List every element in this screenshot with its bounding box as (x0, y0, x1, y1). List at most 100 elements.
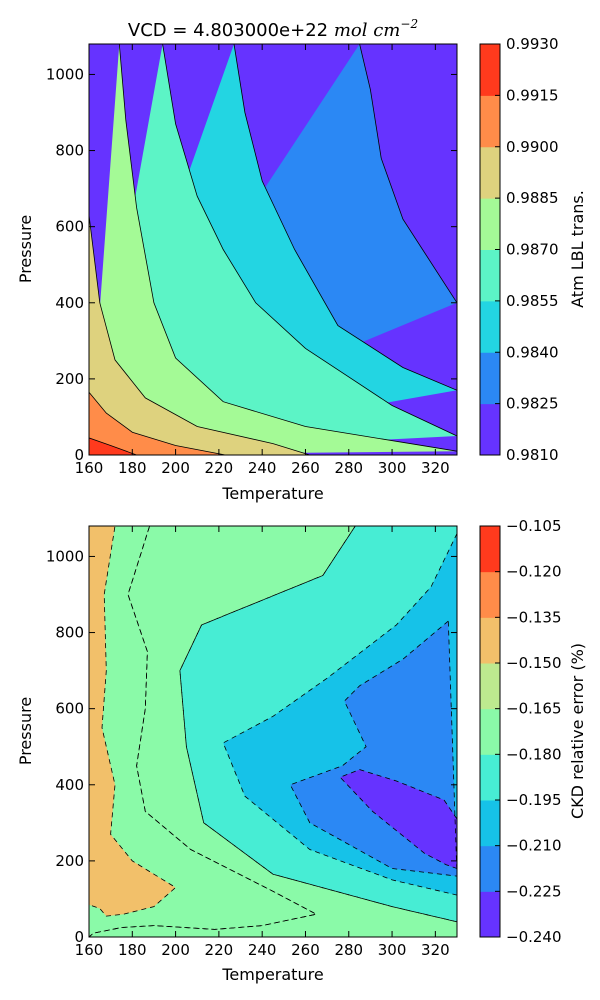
contour-line (222, 533, 457, 896)
bottom-colorbar: −0.240 −0.225 −0.210 −0.195 −0.180 −0.165 −0.1… (479, 517, 562, 946)
colorbar-segment (480, 571, 500, 618)
colorbar-segment (480, 300, 500, 353)
contour-line (89, 437, 137, 455)
top-x-axis-label: Temperature (221, 484, 323, 503)
colorbar-segment (480, 526, 500, 573)
x-tick-label: 300 (378, 941, 407, 959)
x-tick-label: 260 (291, 459, 320, 477)
top-colorbar: 0.9810 0.9825 0.9840 0.9855 0.9870 0.9885 0.99… (479, 35, 559, 464)
y-tick-label: 800 (55, 624, 84, 642)
colorbar-segment (480, 800, 500, 847)
top-y-axis: 0 200 400 600 800 1000 (46, 65, 457, 464)
x-tick-label: 200 (161, 459, 190, 477)
y-tick-label: 600 (55, 700, 84, 718)
top-plot-frame (88, 43, 458, 456)
y-tick-label: 200 (55, 852, 84, 870)
colorbar-tick-label: −0.240 (506, 928, 562, 946)
colorbar-tick-label: 0.9855 (506, 292, 559, 310)
bottom-x-axis: 160 180 200 220 240 260 280 300 320 (75, 526, 450, 959)
contour-line (89, 215, 310, 455)
contour-line (89, 526, 457, 937)
colorbar-tick-label: −0.105 (506, 517, 562, 535)
colorbar-segment (480, 44, 500, 96)
colorbar-tick-label: −0.120 (506, 563, 562, 581)
x-tick-label: 180 (118, 459, 147, 477)
bottom-x-axis-label: Temperature (221, 965, 323, 984)
y-tick-label: 0 (74, 446, 84, 464)
top-contour-fills (89, 44, 457, 455)
y-tick-label: 1000 (46, 547, 84, 565)
contour-line (89, 391, 226, 455)
x-tick-label: 300 (378, 459, 407, 477)
contour-line (162, 44, 457, 437)
colorbar-tick-label: −0.225 (506, 882, 562, 900)
colorbar-tick-label: 0.9915 (506, 86, 559, 104)
x-tick-label: 280 (334, 459, 363, 477)
x-tick-label: 220 (205, 459, 234, 477)
colorbar-segment (480, 891, 500, 938)
colorbar-segment (480, 754, 500, 801)
colorbar-tick-label: 0.9900 (506, 138, 559, 156)
colorbar-tick-label: 0.9810 (506, 446, 559, 464)
bottom-y-axis: 0 200 400 600 800 1000 (46, 547, 457, 946)
bottom-plot-frame (88, 525, 458, 938)
x-tick-label: 320 (421, 941, 450, 959)
colorbar-segment (480, 845, 500, 892)
contour-line (359, 44, 457, 304)
colorbar-segment (480, 198, 500, 250)
contour-band (340, 769, 457, 869)
x-tick-label: 280 (334, 941, 363, 959)
contour-band (89, 526, 457, 937)
x-tick-label: 240 (248, 941, 277, 959)
bottom-contour-lines (89, 526, 457, 937)
top-y-axis-label: Pressure (16, 215, 35, 283)
contour-line (89, 526, 177, 917)
colorbar-segment (480, 249, 500, 302)
y-tick-label: 400 (55, 294, 84, 312)
colorbar-tick-label: −0.195 (506, 791, 562, 809)
colorbar-tick-label: 0.9885 (506, 189, 559, 207)
contour-line (233, 44, 457, 391)
colorbar-segment (480, 663, 500, 710)
colorbar-segment (480, 403, 500, 456)
y-tick-label: 600 (55, 218, 84, 236)
colorbar-tick-label: −0.135 (506, 608, 562, 626)
colorbar-segment (480, 95, 500, 148)
contour-line (339, 769, 457, 869)
contour-band (89, 392, 226, 455)
colorbar-tick-label: 0.9930 (506, 35, 559, 53)
top-panel: VCD = 4.803000e+22 mol cm−2 160 180 200 220… (16, 17, 587, 503)
x-tick-label: 180 (118, 941, 147, 959)
colorbar-frame (479, 525, 501, 938)
top-x-axis: 160 180 200 220 240 260 280 300 320 (75, 44, 450, 477)
contour-band (89, 44, 457, 455)
colorbar-tick-label: 0.9825 (506, 395, 559, 413)
colorbar-tick-label: −0.210 (506, 837, 562, 855)
bottom-colorbar-label: CKD relative error (%) (568, 643, 587, 819)
x-tick-label: 160 (75, 941, 104, 959)
top-colorbar-label: Atm LBL trans. (568, 190, 587, 308)
colorbar-tick-label: −0.180 (506, 745, 562, 763)
bottom-y-axis-label: Pressure (16, 697, 35, 765)
y-tick-label: 400 (55, 776, 84, 794)
x-tick-label: 260 (291, 941, 320, 959)
y-tick-label: 800 (55, 142, 84, 160)
bottom-contour-fills (89, 526, 457, 937)
x-tick-label: 160 (75, 459, 104, 477)
contour-line (289, 620, 457, 877)
colorbar-segment (480, 617, 500, 664)
y-tick-label: 200 (55, 370, 84, 388)
x-tick-label: 220 (205, 941, 234, 959)
y-tick-label: 1000 (46, 65, 84, 83)
contour-line (118, 44, 457, 452)
top-chart-title: VCD = 4.803000e+22 mol cm−2 (128, 17, 418, 41)
contour-band (89, 526, 176, 917)
y-tick-label: 0 (74, 928, 84, 946)
colorbar-segment (480, 708, 500, 755)
colorbar-segment (480, 146, 500, 199)
bottom-panel: 160 180 200 220 240 260 280 300 320 0 200 400 600 80… (16, 517, 587, 984)
x-tick-label: 200 (161, 941, 190, 959)
colorbar-segment (480, 352, 500, 405)
top-contour-lines (89, 44, 457, 455)
